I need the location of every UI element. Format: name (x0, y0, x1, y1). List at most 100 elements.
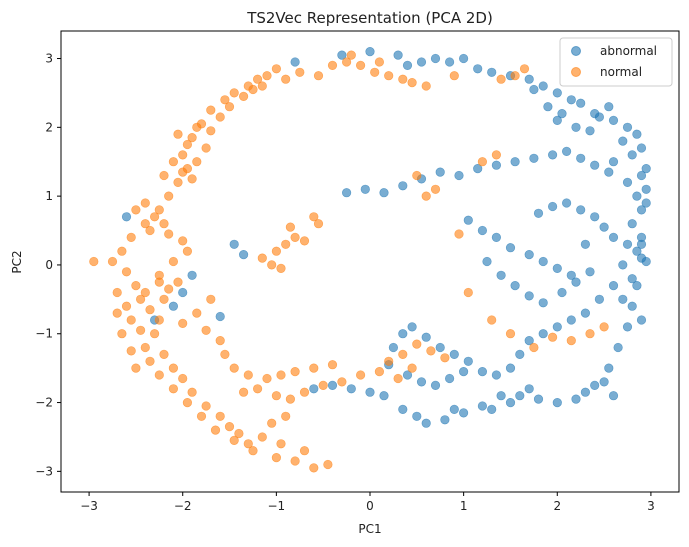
point-abnormal-131 (178, 287, 188, 298)
point-abnormal-108 (538, 298, 548, 308)
point-normal-58 (327, 60, 338, 71)
y-tick-label: 2 (45, 120, 53, 134)
point-normal-66 (449, 71, 459, 81)
point-abnormal-58 (580, 308, 591, 318)
point-abnormal-20 (632, 129, 642, 139)
point-abnormal-102 (552, 263, 562, 274)
point-abnormal-18 (608, 115, 619, 125)
point-abnormal-82 (379, 188, 389, 198)
point-abnormal-13 (538, 81, 548, 91)
point-abnormal-113 (547, 201, 558, 212)
point-abnormal-3 (393, 50, 403, 60)
point-normal-68 (510, 71, 520, 81)
point-normal-84 (159, 294, 169, 304)
point-abnormal-140 (524, 384, 534, 394)
point-normal-140 (487, 315, 497, 325)
x-tick-label: −1 (268, 499, 286, 513)
point-abnormal-4 (402, 60, 413, 71)
point-normal-33 (248, 446, 258, 456)
point-normal-149 (421, 191, 431, 201)
legend-marker-normal (571, 67, 581, 77)
point-normal-42 (187, 174, 197, 184)
point-abnormal-143 (608, 391, 619, 401)
point-normal-12 (164, 191, 174, 201)
point-normal-96 (201, 401, 211, 411)
y-tick-label: 3 (45, 52, 53, 66)
point-abnormal-101 (538, 256, 548, 267)
point-normal-48 (192, 122, 202, 132)
x-tick-label: 3 (647, 499, 655, 513)
point-normal-43 (159, 170, 169, 181)
point-normal-92 (159, 349, 169, 360)
point-normal-23 (154, 315, 164, 325)
point-abnormal-37 (496, 391, 506, 401)
point-abnormal-44 (365, 387, 375, 397)
point-normal-9 (178, 150, 188, 160)
point-abnormal-146 (636, 170, 647, 181)
point-normal-114 (271, 391, 282, 401)
point-normal-47 (173, 129, 183, 139)
point-abnormal-139 (505, 398, 516, 408)
point-normal-40 (168, 157, 178, 167)
point-normal-6 (206, 105, 216, 115)
point-abnormal-68 (449, 349, 459, 360)
point-normal-103 (281, 411, 291, 421)
point-abnormal-81 (360, 184, 370, 194)
point-normal-28 (168, 384, 178, 394)
point-abnormal-104 (482, 256, 492, 267)
legend-box (559, 37, 673, 87)
point-abnormal-7 (445, 57, 455, 67)
point-normal-30 (196, 411, 207, 421)
point-abnormal-105 (496, 270, 506, 280)
point-normal-142 (529, 342, 539, 353)
point-normal-1 (262, 71, 272, 81)
point-normal-2 (253, 74, 263, 84)
point-abnormal-92 (561, 146, 572, 156)
point-normal-44 (192, 157, 202, 167)
point-abnormal-122 (585, 126, 595, 136)
point-normal-80 (112, 287, 122, 298)
point-abnormal-21 (636, 143, 647, 153)
point-normal-128 (271, 246, 282, 256)
point-abnormal-144 (618, 136, 628, 146)
point-abnormal-78 (445, 373, 455, 384)
point-abnormal-8 (459, 53, 469, 64)
point-normal-49 (206, 126, 216, 136)
point-normal-56 (295, 67, 305, 77)
point-normal-51 (224, 102, 235, 112)
point-normal-107 (262, 373, 272, 384)
y-axis-ticks: −3 −2 −1 0 1 2 3 (35, 52, 61, 478)
point-abnormal-56 (608, 281, 619, 291)
point-abnormal-128 (229, 239, 239, 249)
point-normal-27 (154, 370, 164, 380)
point-normal-150 (430, 184, 441, 194)
point-normal-151 (412, 170, 422, 181)
point-abnormal-0 (290, 57, 300, 67)
point-normal-159 (215, 336, 225, 346)
point-abnormal-16 (576, 98, 586, 108)
point-normal-138 (454, 229, 464, 239)
point-normal-127 (393, 373, 403, 384)
point-normal-83 (136, 325, 146, 335)
point-normal-76 (145, 225, 155, 236)
point-normal-67 (496, 74, 506, 84)
point-normal-132 (313, 219, 324, 229)
point-abnormal-142 (599, 377, 609, 387)
point-normal-156 (192, 308, 202, 318)
point-normal-32 (229, 435, 239, 446)
point-abnormal-124 (604, 102, 614, 112)
point-abnormal-127 (557, 108, 567, 119)
point-abnormal-77 (430, 380, 441, 391)
point-normal-126 (407, 363, 417, 373)
point-normal-113 (253, 384, 263, 394)
point-abnormal-51 (627, 219, 637, 229)
point-abnormal-6 (430, 53, 441, 64)
point-abnormal-103 (566, 270, 576, 280)
point-normal-41 (178, 167, 188, 177)
x-tick-label: 2 (553, 499, 561, 513)
point-normal-118 (337, 377, 347, 387)
point-abnormal-97 (477, 225, 488, 236)
point-normal-100 (243, 439, 253, 449)
point-normal-120 (374, 367, 385, 377)
point-normal-157 (206, 294, 216, 304)
